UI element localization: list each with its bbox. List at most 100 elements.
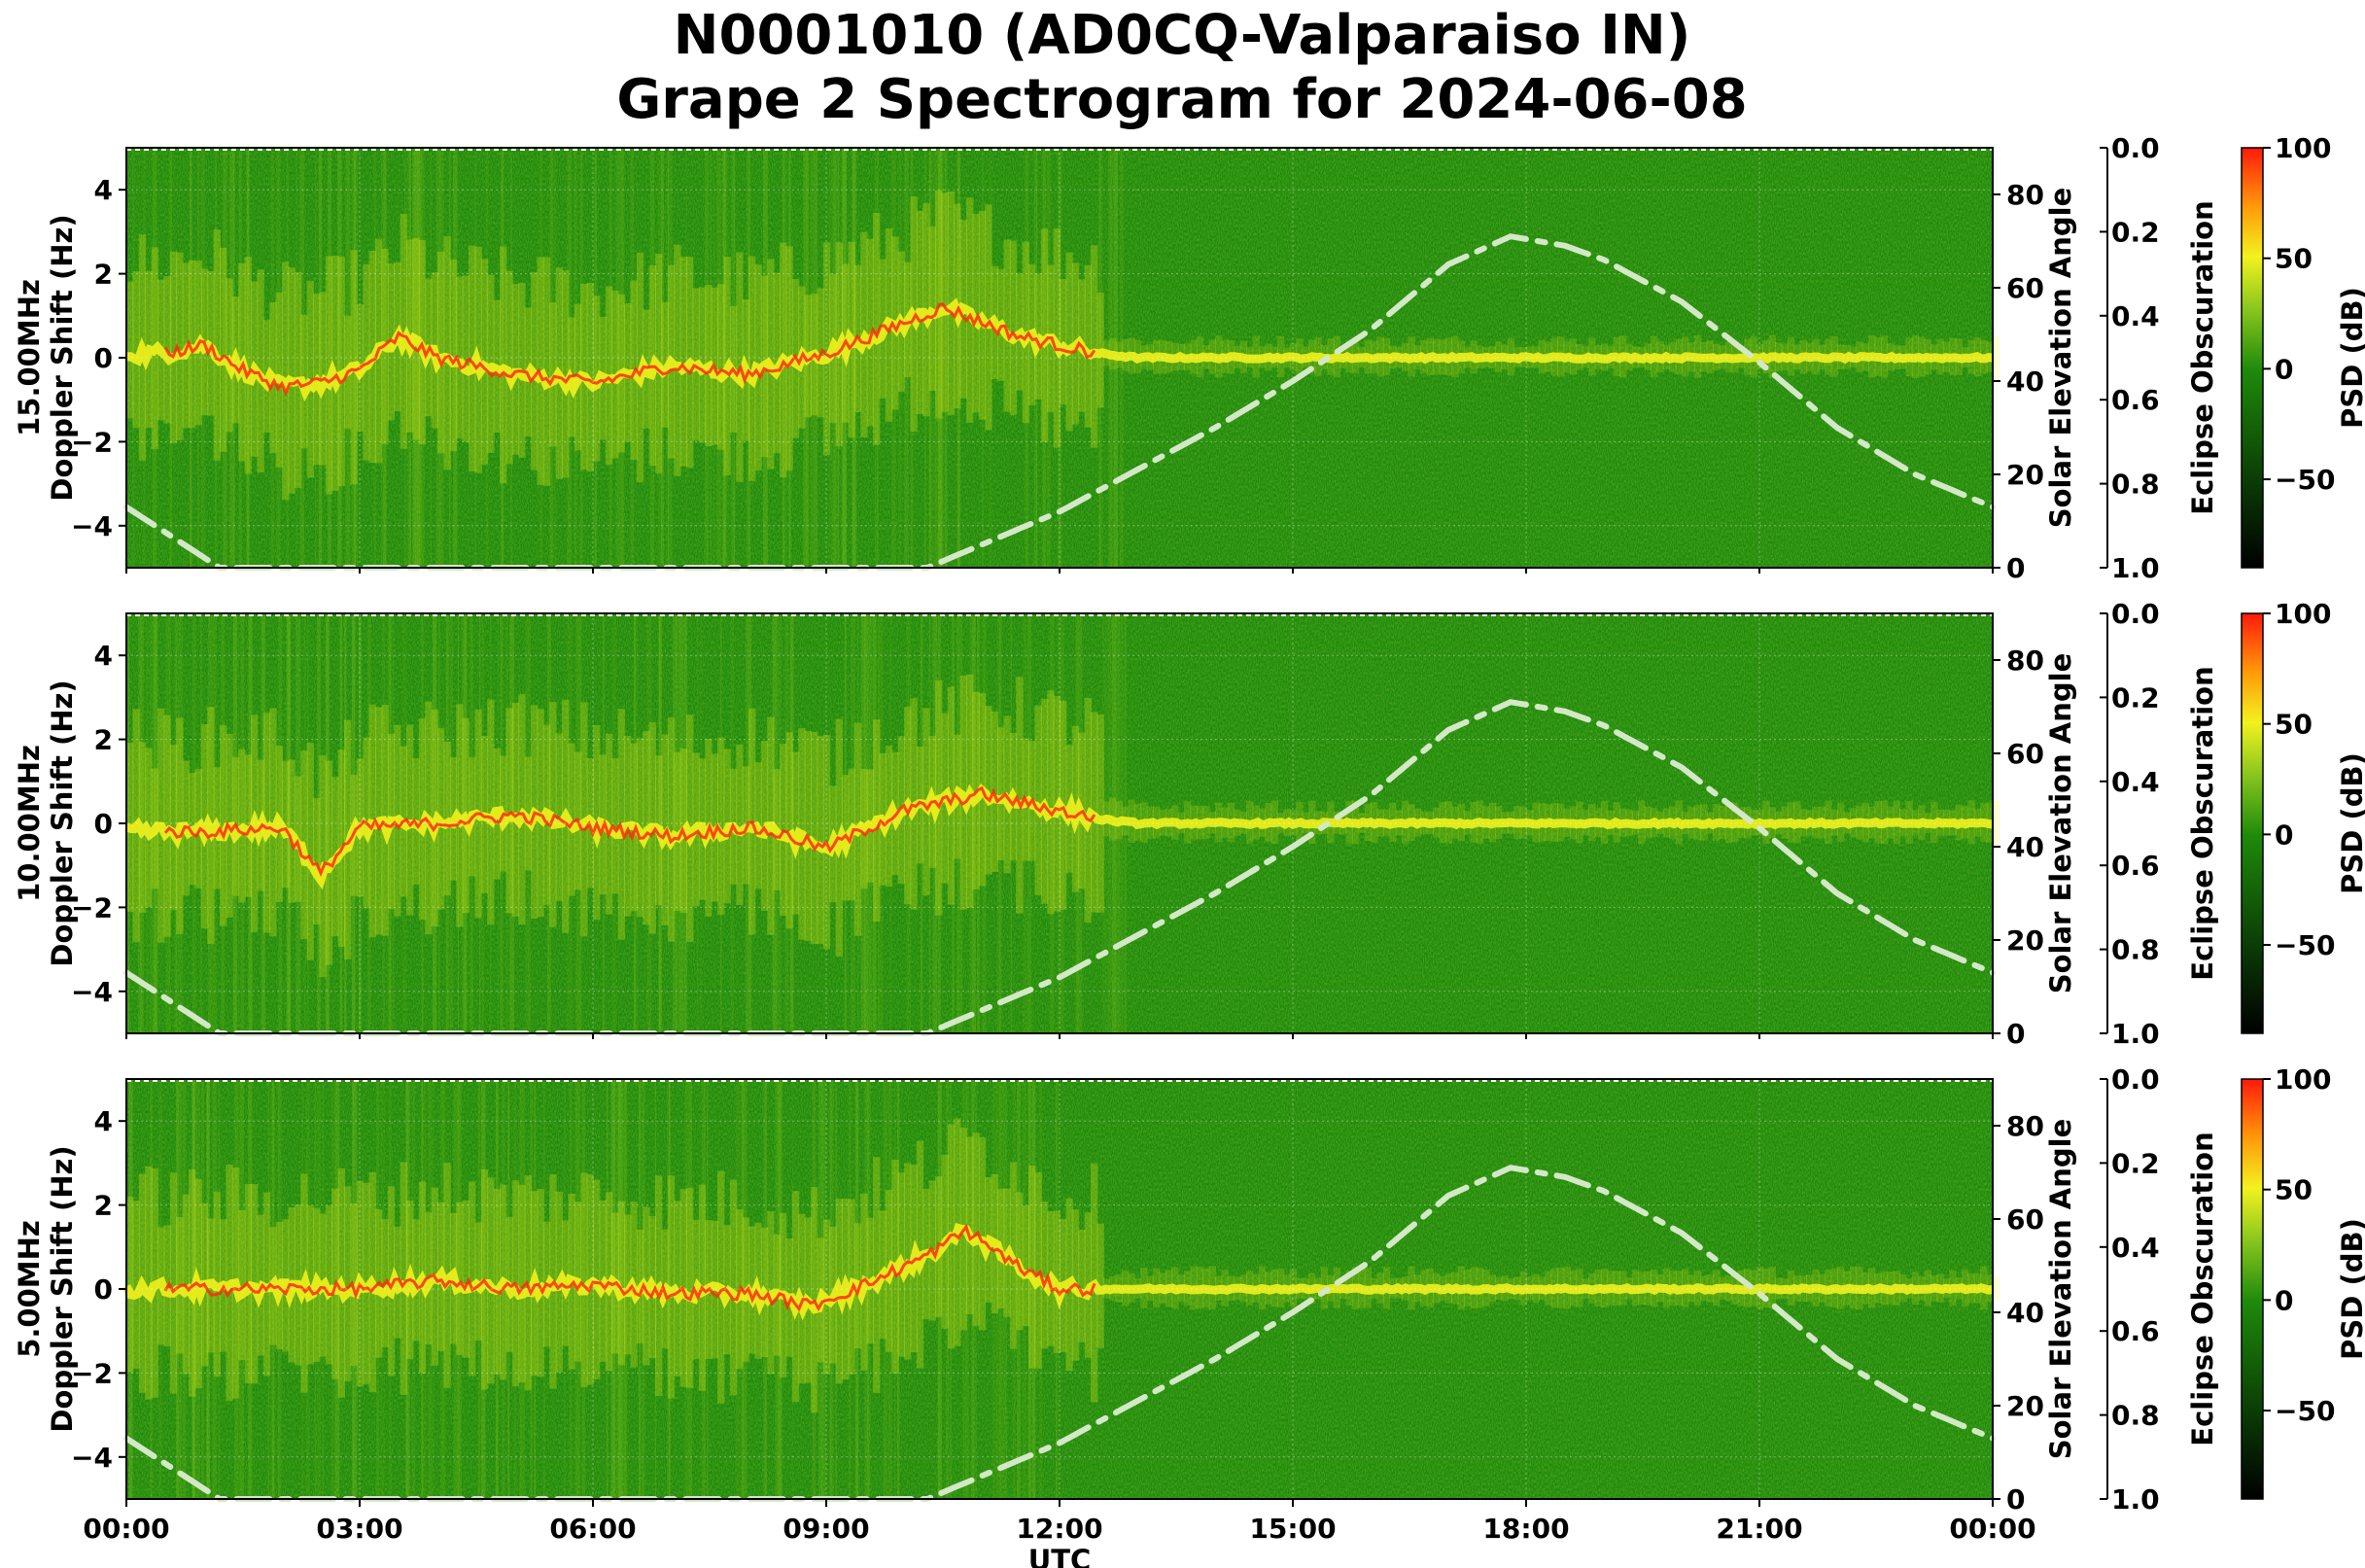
heatmap-streak [962, 1079, 965, 1499]
heatmap-streak [1046, 148, 1051, 568]
heatmap-streak [619, 148, 625, 568]
heatmap-spread-cell [1034, 705, 1042, 896]
panel-5.00MHz: 420−2−45.00MHzDoppler Shift (Hz)80604020… [13, 1063, 2365, 1568]
heatmap-spread-cell [966, 1136, 974, 1314]
solar-tick-label: 60 [2006, 1203, 2044, 1236]
heatmap-streak [1026, 613, 1032, 1033]
colorbar-tick-label: 0 [2275, 819, 2293, 851]
colorbar-tick-label: 0 [2275, 353, 2293, 385]
heatmap-streak [956, 148, 960, 568]
heatmap-streak [548, 148, 554, 568]
heatmap-streak [731, 148, 733, 568]
heatmap-streak [731, 148, 735, 568]
y-axis-label: 5.00MHzDoppler Shift (Hz) [13, 1145, 79, 1432]
heatmap-streak [931, 148, 936, 568]
heatmap-streak [316, 613, 319, 1033]
heatmap-streak [337, 148, 342, 568]
heatmap-spread-cell [717, 284, 725, 450]
heatmap-streak [705, 148, 709, 568]
heatmap-streak [509, 613, 514, 1033]
heatmap-streak [620, 148, 624, 568]
eclipse-tick-label: 1.0 [2111, 552, 2160, 584]
heatmap-spread-cell [736, 744, 744, 905]
heatmap-spread-cell [126, 1196, 134, 1373]
heatmap-streak [789, 613, 794, 1033]
ytick-label: 4 [94, 1105, 113, 1137]
eclipse-tick-label: 0.6 [2111, 1315, 2160, 1347]
heatmap-streak [415, 148, 418, 568]
heatmap-streak [574, 148, 575, 568]
heatmap-streak [411, 148, 417, 568]
heatmap-spread-cell [811, 731, 818, 945]
panel-15.00MHz: 420−2−415.00MHzDoppler Shift (Hz)8060402… [13, 132, 2365, 584]
heatmap-spread-cell [1096, 714, 1104, 913]
heatmap-streak [989, 148, 992, 568]
colorbar-tick-label: −50 [2275, 1395, 2335, 1427]
colorbar-tick-label: 50 [2275, 709, 2313, 741]
eclipse-tick-label: 0.4 [2111, 766, 2160, 798]
colorbar-tick-label: −50 [2275, 929, 2335, 961]
heatmap-streak [1039, 1079, 1043, 1499]
heatmap-streak [1025, 148, 1028, 568]
heatmap-streak [924, 148, 926, 568]
heatmap-streak [433, 1079, 435, 1499]
heatmap-streak [937, 1079, 941, 1499]
heatmap-streak [735, 1079, 741, 1499]
heatmap-streak [191, 613, 196, 1033]
y-axis-label: 15.00MHzDoppler Shift (Hz) [13, 214, 79, 501]
heatmap-spread-cell [505, 708, 513, 914]
heatmap-streak [883, 1079, 887, 1499]
heatmap-streak [344, 613, 347, 1033]
ytick-label: −4 [71, 510, 113, 542]
heatmap-streak [190, 148, 192, 568]
heatmap-streak [657, 148, 663, 568]
ytick-label: −2 [71, 891, 113, 923]
colorbar-label: PSD (dB) [2336, 1218, 2365, 1360]
heatmap-spread-cell [400, 214, 407, 449]
eclipse-tick-label: 1.0 [2111, 1018, 2160, 1050]
solar-tick-label: 60 [2006, 272, 2044, 304]
heatmap-spread-cell [313, 797, 321, 924]
heatmap-spread-cell [817, 736, 824, 945]
heatmap-streak [165, 613, 170, 1033]
heatmap-spread-cell [145, 1166, 153, 1400]
heatmap-spread-cell [306, 743, 314, 960]
heatmap-streak [1002, 1079, 1008, 1499]
heatmap-streak [345, 148, 349, 568]
heatmap-streak [762, 148, 768, 568]
heatmap-spread-cell [785, 732, 793, 929]
heatmap-streak [976, 613, 980, 1033]
heatmap-spread-cell [985, 204, 992, 431]
heatmap-spread-cell [1040, 1201, 1049, 1349]
solar-tick-label: 80 [2006, 645, 2044, 677]
eclipse-tick-label: 0.0 [2111, 1063, 2160, 1096]
heatmap-streak [296, 148, 297, 568]
colorbar [2241, 1078, 2264, 1500]
solar-tick-label: 80 [2006, 179, 2044, 211]
heatmap-spread-cell [580, 1172, 588, 1387]
heatmap-streak [928, 613, 931, 1033]
heatmap-streak [287, 613, 292, 1033]
heatmap-streak [791, 1079, 794, 1499]
heatmap-streak [1060, 613, 1064, 1033]
heatmap-spread-cell [443, 235, 451, 470]
heatmap-streak [678, 613, 684, 1033]
heatmap-streak [938, 148, 942, 568]
heatmap-streak [969, 613, 973, 1033]
heatmap-streak [575, 148, 577, 568]
heatmap-spread-cell [978, 1136, 987, 1331]
eclipse-tick-label: 0.2 [2111, 1147, 2160, 1179]
doppler-trace-glow [124, 784, 1994, 890]
heatmap-streak [439, 1079, 445, 1499]
heatmap-streak [404, 148, 406, 568]
heatmap-spread-cell [674, 244, 681, 476]
solar-tick-label: 20 [2006, 1390, 2044, 1422]
colorbar-tick-label: 100 [2275, 1063, 2331, 1096]
heatmap-spread-cell [400, 1162, 407, 1396]
heatmap-spread-cell [169, 251, 178, 444]
heatmap-spread-cell [1993, 1275, 2000, 1301]
heatmap-streak [944, 148, 948, 568]
heatmap-spread-cell [189, 260, 196, 429]
heatmap-streak [328, 148, 331, 568]
